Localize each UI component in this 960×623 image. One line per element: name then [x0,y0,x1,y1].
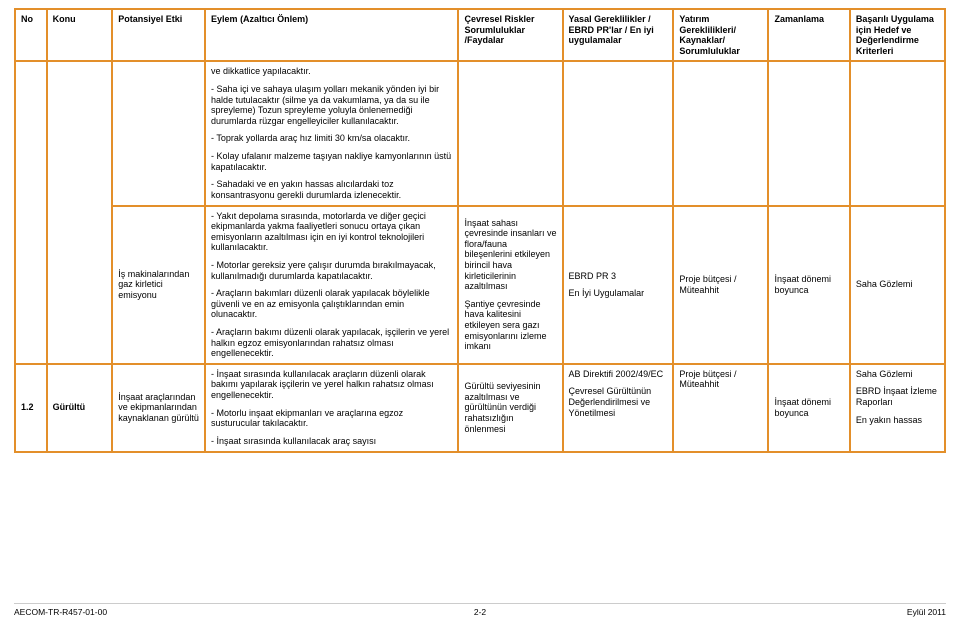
cell-cevresel: Gürültü seviyesinin azaltılması ve gürül… [458,364,562,452]
bas-text: En yakın hassas [856,415,939,426]
yasal-text: AB Direktifi 2002/49/EC [569,369,668,380]
cell-yasal: EBRD PR 3 En İyi Uygulamalar [563,206,674,364]
cell-no: 1.2 [15,364,47,452]
eylem-text: - Araçların bakımı düzenli olarak yapıla… [211,327,452,359]
eylem-text: - Araçların bakımları düzenli olarak yap… [211,288,452,320]
bas-text: Saha Gözlemi [856,369,939,380]
table-row: İş makinalarından gaz kirletici emisyonu… [15,206,945,364]
cell-eylem: - Yakıt depolama sırasında, motorlarda v… [205,206,458,364]
hdr-no: No [15,9,47,61]
eylem-text: ve dikkatlice yapılacaktır. [211,66,452,77]
cell-potansiyel: İş makinalarından gaz kirletici emisyonu [112,206,205,364]
table-row: ve dikkatlice yapılacaktır. - Saha içi v… [15,61,945,205]
eylem-text: - İnşaat sırasında kullanılacak araç say… [211,436,452,447]
cev-text: İnşaat sahası çevresinde insanları ve fl… [464,218,556,292]
yasal-text: EBRD PR 3 [569,271,668,282]
cell-cevresel [458,61,562,205]
cell-zaman: İnşaat dönemi boyunca [768,364,849,452]
cell-potansiyel: İnşaat araçlarından ve ekipmanlarından k… [112,364,205,452]
table-header: No Konu Potansiyel Etki Eylem (Azaltıcı … [15,9,945,61]
page: No Konu Potansiyel Etki Eylem (Azaltıcı … [0,0,960,623]
cell-no [15,61,47,363]
cell-yatirim: Proje bütçesi / Müteahhit [673,364,768,452]
cell-yatirim [673,61,768,205]
risk-table: No Konu Potansiyel Etki Eylem (Azaltıcı … [14,8,946,453]
cell-yasal: AB Direktifi 2002/49/EC Çevresel Gürültü… [563,364,674,452]
hdr-potansiyel: Potansiyel Etki [112,9,205,61]
cell-cevresel: İnşaat sahası çevresinde insanları ve fl… [458,206,562,364]
cell-konu [47,61,113,363]
cell-zaman [768,61,849,205]
cell-yasal [563,61,674,205]
eylem-text: - İnşaat sırasında kullanılacak araçları… [211,369,452,401]
hdr-eylem: Eylem (Azaltıcı Önlem) [205,9,458,61]
cell-eylem: ve dikkatlice yapılacaktır. - Saha içi v… [205,61,458,205]
bas-text: EBRD İnşaat İzleme Raporları [856,386,939,407]
table-row: 1.2 Gürültü İnşaat araçlarından ve ekipm… [15,364,945,452]
eylem-text: - Sahadaki ve en yakın hassas alıcılarda… [211,179,452,200]
eylem-text: - Toprak yollarda araç hız limiti 30 km/… [211,133,452,144]
eylem-text: - Motorlu inşaat ekipmanları ve araçları… [211,408,452,429]
hdr-cevresel: Çevresel Riskler Sorumluluklar /Faydalar [458,9,562,61]
cell-zaman: İnşaat dönemi boyunca [768,206,849,364]
hdr-yatirim: Yatırım Gereklilikleri/ Kaynaklar/ Sorum… [673,9,768,61]
cell-bas [850,61,945,205]
eylem-text: - Yakıt depolama sırasında, motorlarda v… [211,211,452,253]
cell-konu: Gürültü [47,364,113,452]
cell-bas: Saha Gözlemi EBRD İnşaat İzleme Raporlar… [850,364,945,452]
hdr-konu: Konu [47,9,113,61]
cell-potansiyel [112,61,205,205]
yasal-text: Çevresel Gürültünün Değerlendirilmesi ve… [569,386,668,418]
cell-eylem: - İnşaat sırasında kullanılacak araçları… [205,364,458,452]
cell-yatirim: Proje bütçesi / Müteahhit [673,206,768,364]
hdr-zaman: Zamanlama [768,9,849,61]
cell-bas: Saha Gözlemi [850,206,945,364]
page-footer: AECOM-TR-R457-01-00 2-2 Eylül 2011 [14,603,946,617]
hdr-yasal: Yasal Gereklilikler / EBRD PR'lar / En i… [563,9,674,61]
eylem-text: - Saha içi ve sahaya ulaşım yolları meka… [211,84,452,126]
hdr-basarili: Başarılı Uygulama için Hedef ve Değerlen… [850,9,945,61]
yasal-text: En İyi Uygulamalar [569,288,668,299]
cev-text: Şantiye çevresinde hava kalitesini etkil… [464,299,556,352]
eylem-text: - Motorlar gereksiz yere çalışır durumda… [211,260,452,281]
eylem-text: - Kolay ufalanır malzeme taşıyan nakliye… [211,151,452,172]
footer-center: 2-2 [14,607,946,617]
